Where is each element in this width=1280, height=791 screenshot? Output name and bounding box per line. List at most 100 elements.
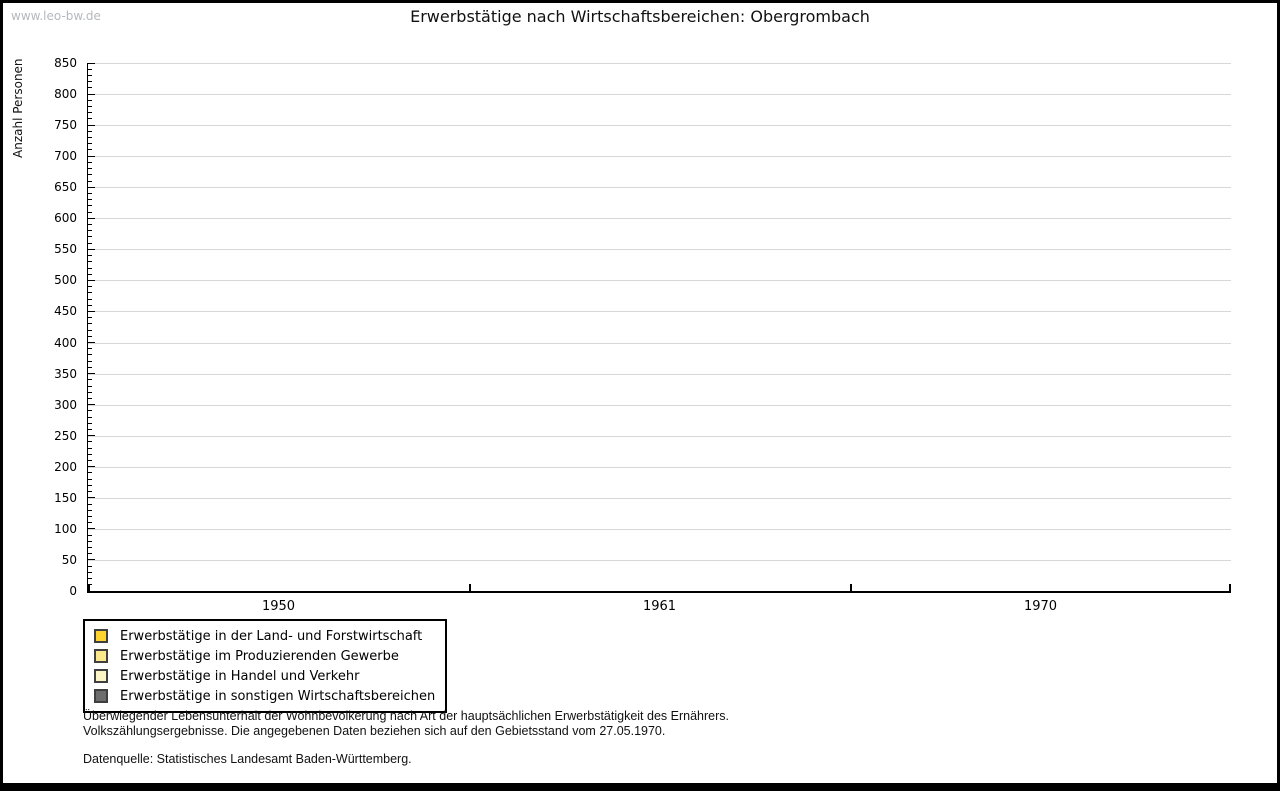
gridline-150 bbox=[88, 497, 1231, 499]
y-tick-label-700: 700 bbox=[54, 149, 77, 164]
y-tick-label-100: 100 bbox=[54, 521, 77, 536]
y-tick-label-200: 200 bbox=[54, 459, 77, 474]
y-minor-tick bbox=[88, 112, 92, 114]
y-tick-label-650: 650 bbox=[54, 180, 77, 195]
y-major-tick-850 bbox=[88, 62, 95, 64]
y-minor-tick bbox=[88, 503, 92, 505]
y-major-tick-650 bbox=[88, 186, 95, 188]
y-major-tick-200 bbox=[88, 466, 95, 468]
gridline-250 bbox=[88, 435, 1231, 437]
y-minor-tick bbox=[88, 298, 92, 300]
y-tick-label-350: 350 bbox=[54, 366, 77, 381]
y-minor-tick bbox=[88, 292, 92, 294]
y-axis-label: Anzahl Personen bbox=[11, 58, 25, 158]
y-minor-tick bbox=[88, 211, 92, 213]
gridline-550 bbox=[88, 249, 1231, 251]
y-minor-tick bbox=[88, 447, 92, 449]
y-minor-tick bbox=[88, 441, 92, 443]
y-minor-tick bbox=[88, 460, 92, 462]
y-tick-label-450: 450 bbox=[54, 304, 77, 319]
y-minor-tick bbox=[88, 379, 92, 381]
gridline-400 bbox=[88, 342, 1231, 344]
y-major-tick-100 bbox=[88, 528, 95, 530]
legend-item-label: Erwerbstätige in sonstigen Wirtschaftsbe… bbox=[120, 688, 436, 704]
y-minor-tick bbox=[88, 143, 92, 145]
y-tick-label-400: 400 bbox=[54, 335, 77, 350]
y-minor-tick bbox=[88, 174, 92, 176]
y-minor-tick bbox=[88, 509, 92, 511]
y-minor-tick bbox=[88, 180, 92, 182]
y-minor-tick bbox=[88, 81, 92, 83]
y-major-tick-350 bbox=[88, 373, 95, 375]
y-major-tick-450 bbox=[88, 310, 95, 312]
x-category-label-1950: 1950 bbox=[261, 599, 296, 614]
y-minor-tick bbox=[88, 422, 92, 424]
y-major-tick-550 bbox=[88, 248, 95, 250]
gridline-450 bbox=[88, 311, 1231, 313]
x-boundary-tick bbox=[850, 584, 852, 591]
y-minor-tick bbox=[88, 267, 92, 269]
y-tick-label-0: 0 bbox=[69, 584, 77, 598]
y-tick-label-250: 250 bbox=[54, 428, 77, 443]
y-minor-tick bbox=[88, 484, 92, 486]
x-category-label-1961: 1961 bbox=[642, 599, 677, 614]
footnote-line: Volkszählungsergebnisse. Die angegebenen… bbox=[83, 723, 666, 738]
y-tick-label-500: 500 bbox=[54, 273, 77, 288]
y-minor-tick bbox=[88, 230, 92, 232]
legend-swatch-icon bbox=[94, 629, 108, 643]
y-major-tick-150 bbox=[88, 497, 95, 499]
y-minor-tick bbox=[88, 68, 92, 70]
legend-item-label: Erwerbstätige in Handel und Verkehr bbox=[120, 668, 360, 684]
x-boundary-tick bbox=[88, 584, 90, 591]
y-minor-tick bbox=[88, 429, 92, 430]
y-minor-tick bbox=[88, 205, 92, 207]
y-tick-label-750: 750 bbox=[54, 118, 77, 133]
y-minor-tick bbox=[88, 453, 92, 455]
y-minor-tick bbox=[88, 472, 92, 474]
legend-box: Erwerbstätige in der Land- und Forstwirt… bbox=[83, 619, 448, 713]
y-minor-tick bbox=[88, 304, 92, 306]
y-minor-tick bbox=[88, 385, 92, 387]
gridline-300 bbox=[88, 404, 1231, 406]
y-minor-tick bbox=[88, 354, 92, 356]
footnote-line: Überwiegender Lebensunterhalt der Wohnbe… bbox=[83, 709, 729, 723]
gridline-800 bbox=[88, 94, 1231, 96]
x-category-label-1970: 1970 bbox=[1023, 599, 1058, 614]
gridline-750 bbox=[88, 125, 1231, 127]
legend-item-label: Erwerbstätige in der Land- und Forstwirt… bbox=[120, 628, 423, 644]
y-minor-tick bbox=[88, 286, 92, 288]
y-minor-tick bbox=[88, 397, 92, 399]
gridline-500 bbox=[88, 280, 1231, 282]
y-tick-label-550: 550 bbox=[54, 242, 77, 257]
y-minor-tick bbox=[88, 87, 92, 89]
y-major-tick-0 bbox=[88, 590, 95, 592]
y-minor-tick bbox=[88, 522, 92, 524]
legend-swatch-icon bbox=[94, 649, 108, 663]
gridline-700 bbox=[88, 156, 1231, 158]
y-minor-tick bbox=[88, 491, 92, 493]
y-minor-tick bbox=[88, 192, 92, 194]
y-minor-tick bbox=[88, 571, 92, 573]
legend-item-label: Erwerbstätige im Produzierenden Gewerbe bbox=[120, 648, 399, 664]
y-minor-tick bbox=[88, 137, 92, 139]
y-tick-label-50: 50 bbox=[61, 552, 77, 567]
y-minor-tick bbox=[88, 255, 92, 257]
y-minor-tick bbox=[88, 547, 92, 549]
chart-title: Erwerbstätige nach Wirtschaftsbereichen:… bbox=[410, 7, 870, 26]
x-boundary-tick bbox=[469, 584, 471, 591]
legend-swatch-icon bbox=[94, 669, 108, 683]
gridline-100 bbox=[88, 528, 1231, 530]
data-source: Datenquelle: Statistisches Landesamt Bad… bbox=[83, 752, 412, 766]
y-minor-tick bbox=[88, 335, 92, 337]
y-minor-tick bbox=[88, 323, 92, 325]
y-minor-tick bbox=[88, 565, 92, 567]
y-minor-tick bbox=[88, 553, 92, 555]
y-minor-tick bbox=[88, 540, 92, 542]
gridline-650 bbox=[88, 187, 1231, 189]
y-minor-tick bbox=[88, 99, 92, 101]
gridline-600 bbox=[88, 218, 1231, 220]
gridline-850 bbox=[88, 63, 1231, 64]
y-minor-tick bbox=[88, 149, 92, 151]
y-minor-tick bbox=[88, 118, 92, 120]
y-tick-label-800: 800 bbox=[54, 87, 77, 102]
